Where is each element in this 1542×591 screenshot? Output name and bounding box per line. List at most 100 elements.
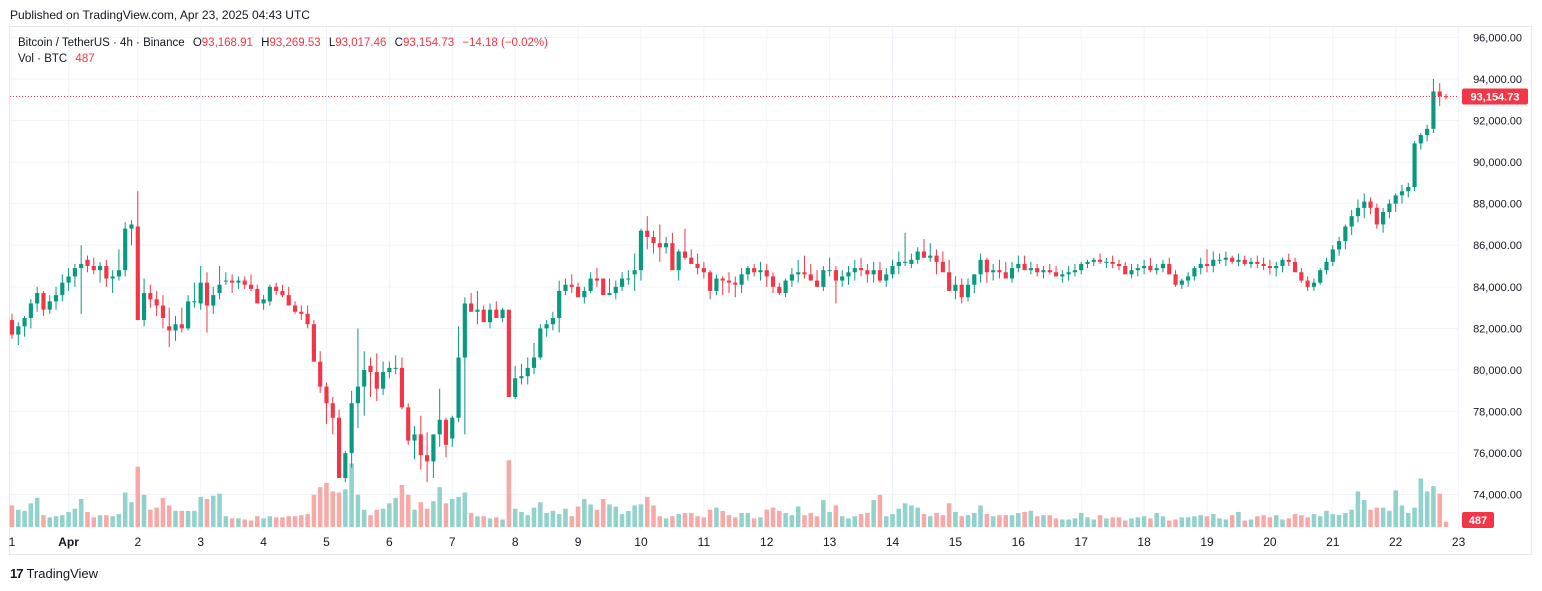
volume-bar	[494, 517, 499, 527]
legend-symbol: Bitcoin / TetherUS · 4h · Binance	[18, 37, 185, 49]
volume-bar	[959, 516, 964, 527]
volume-bar	[739, 513, 744, 527]
volume-bar	[1104, 518, 1109, 527]
candle-body	[620, 278, 625, 287]
volume-bar	[512, 508, 518, 527]
volume-bar	[1311, 514, 1317, 527]
candle-body	[274, 286, 279, 291]
volume-bar	[1053, 518, 1059, 527]
candle-body	[469, 303, 474, 312]
volume-bar	[663, 518, 669, 527]
candle-body	[1098, 259, 1103, 262]
volume-bar	[1280, 519, 1285, 527]
y-tick-label: 82,000.00	[1473, 323, 1522, 335]
candle-body	[846, 272, 851, 277]
volume-bar	[789, 515, 795, 527]
volume-bar	[1192, 516, 1197, 527]
candle-body	[431, 434, 436, 462]
volume-bar	[858, 514, 864, 527]
candle-body	[959, 284, 964, 298]
candle-body	[859, 268, 864, 271]
volume-bar	[972, 513, 977, 527]
volume-bar	[1236, 511, 1241, 527]
volume-bar	[525, 515, 531, 527]
volume-bar	[91, 517, 97, 527]
x-tick-label: 11	[698, 535, 711, 549]
x-tick-label: 20	[1263, 535, 1277, 549]
candle-body	[374, 372, 379, 389]
candle-body	[355, 386, 360, 404]
candle-body	[336, 417, 342, 479]
candle-body	[884, 274, 889, 281]
volume-bar	[424, 508, 430, 527]
volume-bar	[412, 509, 417, 527]
candle-body	[682, 251, 688, 258]
volume-bar	[682, 513, 688, 527]
candle-body	[418, 434, 423, 456]
candle-body	[123, 228, 128, 271]
y-tick-label: 96,000.00	[1473, 32, 1522, 44]
candle-body	[758, 270, 763, 273]
candle-body	[997, 270, 1002, 273]
candle-body	[104, 266, 109, 279]
volume-bar	[1261, 515, 1266, 527]
candle-body	[972, 274, 977, 285]
legend-ohlc-row: Bitcoin / TetherUS · 4h · Binance O93,16…	[18, 35, 548, 51]
candle-body	[217, 284, 222, 294]
volume-bar	[1267, 517, 1273, 527]
candle-body	[808, 274, 813, 281]
volume-bar	[1387, 510, 1392, 527]
candle-body	[60, 282, 65, 296]
volume-bar	[795, 506, 801, 527]
volume-bar	[192, 510, 197, 527]
volume-bar	[166, 505, 172, 527]
candle-body	[1368, 201, 1373, 208]
volume-bar	[393, 497, 398, 527]
candle-body	[1261, 263, 1266, 267]
candle-body	[494, 309, 499, 318]
candle-body	[928, 255, 933, 258]
volume-bar	[582, 499, 587, 527]
candle-body	[154, 299, 159, 306]
candle-body	[97, 266, 103, 271]
candle-body	[726, 280, 732, 283]
volume-bar	[437, 487, 442, 527]
volume-bar	[324, 482, 329, 527]
volume-bar	[349, 463, 354, 527]
candle-body	[387, 367, 392, 373]
y-tick-label: 92,000.00	[1473, 116, 1522, 128]
volume-bar	[1009, 515, 1015, 527]
volume-bar	[1047, 515, 1053, 527]
volume-bar	[783, 513, 788, 527]
candle-body	[1431, 91, 1436, 129]
y-tick-label: 76,000.00	[1473, 448, 1522, 460]
x-tick-label: 5	[323, 535, 330, 549]
candle-body	[186, 301, 191, 329]
candle-body	[160, 305, 166, 318]
candle-body	[324, 386, 329, 404]
volume-bar	[519, 511, 524, 527]
candle-body	[789, 274, 794, 281]
candle-body	[1292, 261, 1298, 273]
legend-low-label: L	[328, 37, 336, 49]
volume-bar	[116, 514, 122, 527]
candle-body	[47, 301, 52, 310]
volume-bar	[1091, 519, 1097, 527]
footer-brand[interactable]: 17 TradingView	[10, 566, 98, 581]
volume-bar	[934, 513, 939, 527]
volume-bar	[915, 507, 920, 527]
x-tick-label: 21	[1326, 535, 1340, 549]
volume-bar	[1003, 515, 1009, 527]
volume-bar	[670, 516, 675, 527]
volume-bar	[1148, 518, 1153, 527]
volume-bar	[204, 499, 210, 527]
volume-bar	[1437, 493, 1442, 527]
volume-bar	[179, 510, 185, 527]
volume-bar	[802, 515, 807, 527]
candle-body	[223, 280, 228, 282]
volume-bar	[1217, 518, 1222, 527]
volume-bar	[1343, 513, 1348, 527]
volume-bar	[217, 493, 222, 527]
candle-body	[733, 282, 738, 285]
